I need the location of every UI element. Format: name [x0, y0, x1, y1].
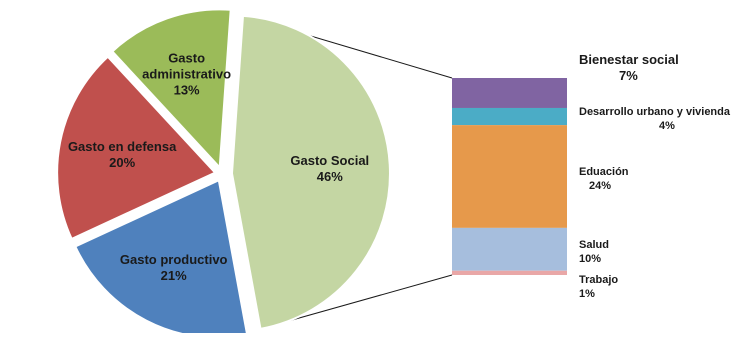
bar-label-desarrollo-urbano-y-vivienda: Desarrollo urbano y vivienda 4%: [579, 106, 731, 132]
pie-label-gasto-productivo: Gasto productivo 21%: [120, 252, 228, 283]
data-labels: Gasto Social 46% Gasto productivo 21% Gasto …: [68, 51, 731, 300]
breakdown-bar: [452, 78, 567, 275]
bar-label-name: Bienestar social: [579, 52, 679, 67]
bar-label-name: Desarrollo urbano y vivienda: [579, 106, 731, 118]
pie-label-gasto-en-defensa: Gasto en defensa 20%: [68, 139, 177, 170]
pie-slice-gasto-productivo: [74, 178, 249, 338]
bar-label-name: Eduación: [579, 166, 629, 178]
bar-label-value: 7%: [619, 68, 638, 83]
bar-label-trabajo: Trabajo 1%: [579, 274, 618, 300]
bar-segment-trabajo: [452, 270, 567, 275]
bar-label-value: 4%: [659, 120, 675, 132]
bar-segment-salud: [452, 227, 567, 271]
bar-label-value: 10%: [579, 253, 601, 265]
bar-segment-eduacion: [452, 125, 567, 228]
bar-label-salud: Salud 10%: [579, 239, 609, 265]
bar-label-name: Trabajo: [579, 274, 618, 286]
pie-slice-gasto-en-defensa: [56, 55, 217, 241]
bar-label-value: 1%: [579, 288, 595, 300]
pie-slice-gasto-social: [230, 14, 391, 331]
bar-label-value: 24%: [589, 180, 611, 192]
bar-label-name: Salud: [579, 239, 609, 251]
pie-slices: [56, 8, 391, 338]
pie-label-gasto-social: Gasto Social 46%: [290, 153, 369, 184]
bar-segment-bienestar-social: [452, 78, 567, 108]
pie-label-gasto-administrativo: Gasto administrativo 13%: [142, 51, 231, 98]
bar-label-eduacion: Eduación 24%: [579, 166, 629, 192]
bar-segment-desarrollo-urbano-y-vivienda: [452, 107, 567, 126]
pie-slice-gasto-administrativo: [110, 8, 232, 170]
